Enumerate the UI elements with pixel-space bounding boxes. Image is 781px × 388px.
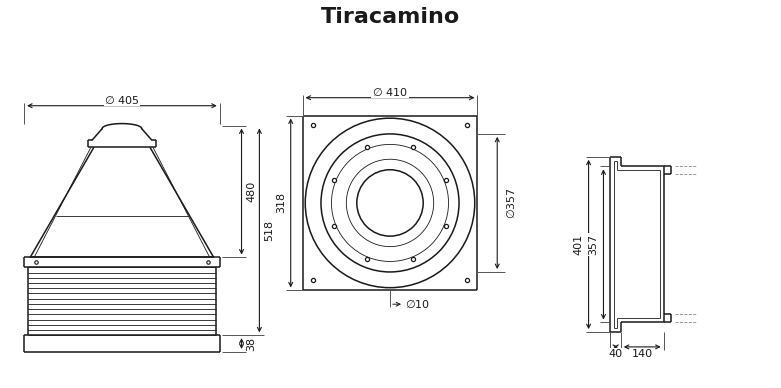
Text: $\varnothing$ 410: $\varnothing$ 410	[373, 86, 408, 98]
Text: 140: 140	[632, 349, 653, 359]
Text: $\varnothing$357: $\varnothing$357	[505, 187, 517, 218]
Text: 357: 357	[589, 234, 598, 255]
Text: 38: 38	[247, 336, 256, 351]
Text: Tiracamino: Tiracamino	[320, 7, 460, 27]
Text: 40: 40	[608, 349, 622, 359]
Text: 318: 318	[276, 192, 286, 213]
Text: 518: 518	[264, 220, 274, 241]
Text: 480: 480	[247, 181, 256, 202]
Text: $\varnothing$10: $\varnothing$10	[405, 298, 430, 310]
Text: 401: 401	[573, 234, 583, 255]
Text: $\varnothing$ 405: $\varnothing$ 405	[104, 94, 140, 106]
